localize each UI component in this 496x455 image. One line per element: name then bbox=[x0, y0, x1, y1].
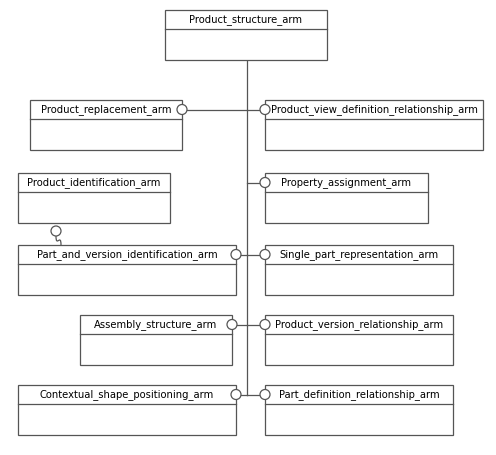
Bar bbox=[18, 385, 236, 435]
Text: Product_version_relationship_arm: Product_version_relationship_arm bbox=[275, 319, 443, 330]
Bar bbox=[80, 315, 232, 365]
Bar bbox=[18, 173, 170, 223]
Circle shape bbox=[231, 249, 241, 259]
Text: Property_assignment_arm: Property_assignment_arm bbox=[282, 177, 412, 188]
Bar bbox=[30, 100, 182, 150]
Text: Contextual_shape_positioning_arm: Contextual_shape_positioning_arm bbox=[40, 389, 214, 400]
Bar bbox=[18, 245, 236, 295]
Circle shape bbox=[260, 389, 270, 399]
Text: Single_part_representation_arm: Single_part_representation_arm bbox=[279, 249, 438, 260]
Text: Product_replacement_arm: Product_replacement_arm bbox=[41, 104, 171, 115]
Circle shape bbox=[260, 249, 270, 259]
Bar bbox=[265, 245, 453, 295]
Text: Product_structure_arm: Product_structure_arm bbox=[189, 14, 303, 25]
Bar bbox=[265, 173, 428, 223]
Circle shape bbox=[260, 319, 270, 329]
Bar bbox=[265, 100, 483, 150]
Circle shape bbox=[231, 389, 241, 399]
Circle shape bbox=[51, 226, 61, 236]
Text: Part_definition_relationship_arm: Part_definition_relationship_arm bbox=[279, 389, 439, 400]
Circle shape bbox=[177, 105, 187, 115]
Circle shape bbox=[260, 105, 270, 115]
Text: Product_view_definition_relationship_arm: Product_view_definition_relationship_arm bbox=[270, 104, 478, 115]
Text: Assembly_structure_arm: Assembly_structure_arm bbox=[94, 319, 218, 330]
Bar bbox=[265, 315, 453, 365]
Text: Product_identification_arm: Product_identification_arm bbox=[27, 177, 161, 188]
Text: Part_and_version_identification_arm: Part_and_version_identification_arm bbox=[37, 249, 217, 260]
Bar bbox=[265, 385, 453, 435]
Bar bbox=[165, 10, 327, 60]
Circle shape bbox=[227, 319, 237, 329]
Circle shape bbox=[260, 177, 270, 187]
